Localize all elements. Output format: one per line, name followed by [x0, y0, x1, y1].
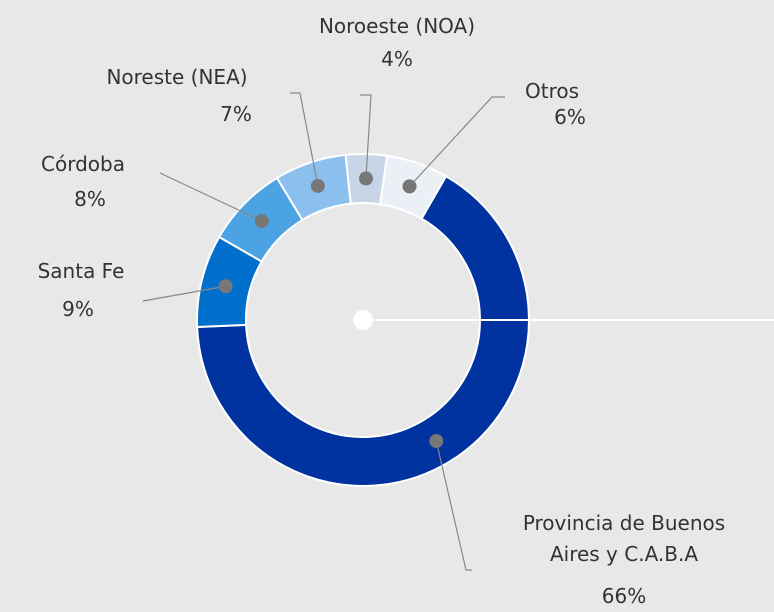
slice-dot — [429, 434, 444, 449]
donut-slice — [196, 174, 530, 487]
leader-line — [435, 440, 472, 571]
slice-label: Provincia de Buenos Aires y C.A.B.A — [522, 511, 726, 566]
slice-label: Otros — [524, 79, 580, 103]
slice-value: 9% — [62, 297, 94, 321]
slice-value: 8% — [74, 187, 106, 211]
slice-value: 4% — [381, 47, 413, 71]
slice-value: 6% — [554, 105, 586, 129]
slice-dot — [310, 178, 325, 193]
slice-label: Noroeste (NOA) — [318, 14, 476, 38]
slice-label: Córdoba — [41, 152, 125, 176]
slice-dot — [402, 179, 417, 194]
slice-label: Noreste (NEA) — [106, 65, 248, 89]
slice-value: 66% — [601, 584, 647, 608]
slice-label: Santa Fe — [37, 259, 125, 283]
slice-dot — [358, 171, 373, 186]
slice-dot — [218, 279, 233, 294]
leader-line — [290, 92, 319, 187]
leader-line — [360, 94, 372, 179]
leader-line — [142, 285, 226, 302]
leader-line — [409, 96, 505, 187]
slice-value: 7% — [220, 102, 252, 126]
leader-line — [159, 172, 263, 222]
slice-dot — [254, 213, 269, 228]
center-dot — [353, 310, 373, 330]
